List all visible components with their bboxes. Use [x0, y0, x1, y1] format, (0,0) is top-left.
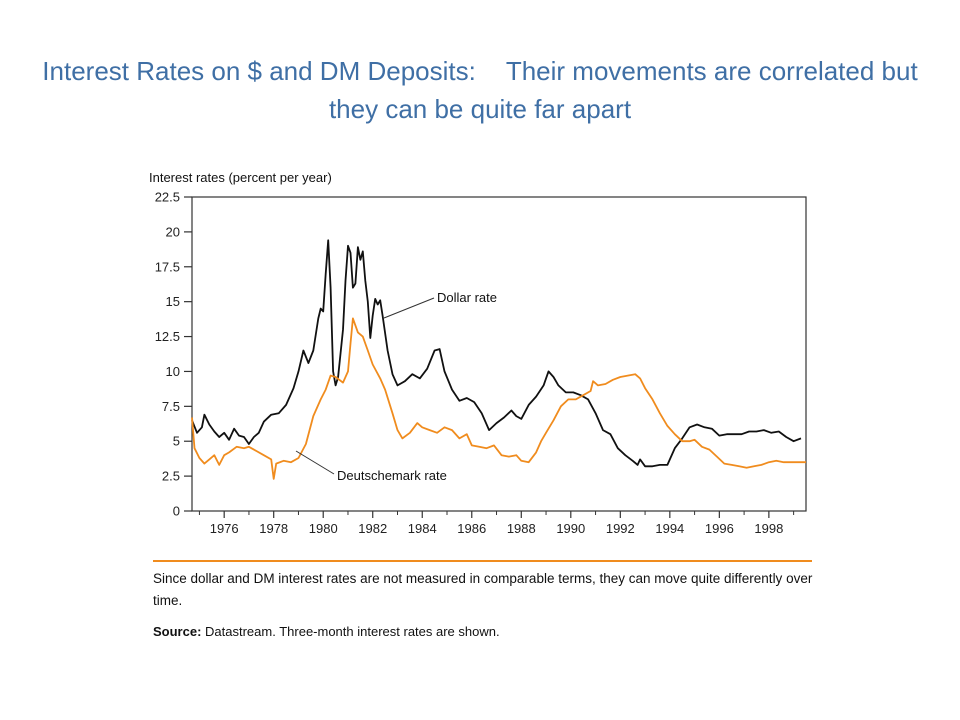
x-tick-label: 1996 — [705, 521, 734, 536]
y-tick-label: 20 — [166, 224, 180, 239]
x-tick-label: 1988 — [507, 521, 536, 536]
x-tick-label: 1978 — [259, 521, 288, 536]
figure-source: Source: Datastream. Three-month interest… — [153, 624, 813, 639]
y-tick-label: 7.5 — [162, 399, 180, 414]
y-tick-label: 5 — [173, 434, 180, 449]
y-tick-label: 22.5 — [155, 190, 180, 205]
x-tick-label: 1994 — [655, 521, 684, 536]
deutschemark-rate-annotation: Deutschemark rate — [337, 468, 447, 483]
deutschemark-rate-line — [191, 317, 806, 480]
x-tick-label: 1980 — [309, 521, 338, 536]
x-tick-label: 1992 — [606, 521, 635, 536]
y-tick-label: 0 — [173, 504, 180, 519]
slide-title: Interest Rates on $ and DM Deposits: Thei… — [40, 52, 920, 128]
y-tick-label: 15 — [166, 294, 180, 309]
source-text: Datastream. Three-month interest rates a… — [205, 624, 500, 639]
plot-frame — [191, 196, 807, 512]
x-tick-label: 1990 — [556, 521, 585, 536]
dollar-rate-line — [191, 239, 802, 468]
x-tick-label: 1998 — [754, 521, 783, 536]
x-tick-label: 1976 — [210, 521, 239, 536]
x-tick-label: 1986 — [457, 521, 486, 536]
dollar-rate-annotation: Dollar rate — [437, 290, 497, 305]
slide-title-part1: Interest Rates on $ and DM Deposits: — [42, 56, 476, 86]
y-axis-label: Interest rates (percent per year) — [149, 170, 332, 185]
x-tick-label: 1984 — [408, 521, 437, 536]
slide-title-part2: Their movements are correlated but they … — [328, 56, 918, 124]
deutschemark-rate-leader — [295, 450, 335, 475]
x-tick-label: 1982 — [358, 521, 387, 536]
source-label: Source: — [153, 624, 202, 639]
y-tick-label: 17.5 — [155, 259, 180, 274]
dollar-rate-leader — [383, 297, 435, 319]
y-tick-label: 10 — [166, 364, 180, 379]
y-tick-label: 2.5 — [162, 469, 180, 484]
figure-caption: Since dollar and DM interest rates are n… — [153, 571, 813, 608]
y-tick-label: 12.5 — [155, 329, 180, 344]
